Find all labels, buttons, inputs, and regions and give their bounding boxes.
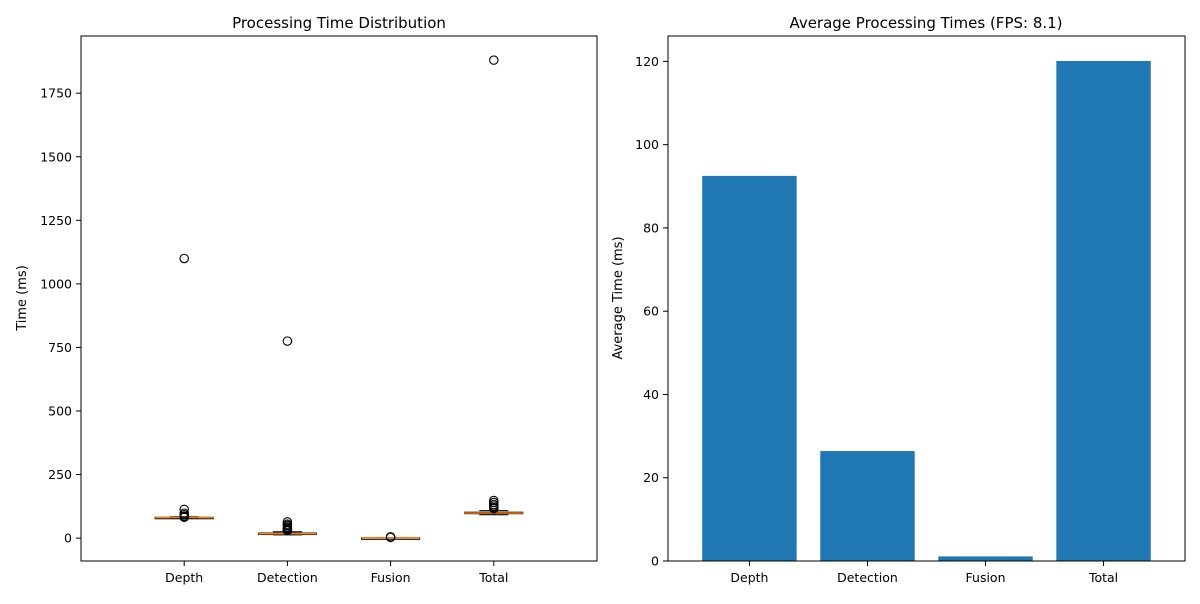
outlier-point xyxy=(282,336,293,346)
y-tick-label: 750 xyxy=(48,340,72,355)
x-tick-label: Detection xyxy=(837,570,898,585)
bar-fusion xyxy=(938,556,1033,561)
outlier-point xyxy=(179,253,189,264)
x-tick-label: Total xyxy=(478,570,508,585)
y-tick-label: 1000 xyxy=(40,276,72,291)
box-plot-marks: 0 250 500 750 1000 1250 1500 1750 Depth Detection… xyxy=(40,55,524,585)
y-tick-label: 1250 xyxy=(40,213,72,228)
y-tick-label: 500 xyxy=(48,404,72,419)
y-tick-label: 1750 xyxy=(40,86,72,101)
bar-chart-y-axis-label: Average Time (ms) xyxy=(611,236,626,359)
bar-total xyxy=(1056,60,1151,562)
outlier-point xyxy=(385,532,396,542)
outlier-point xyxy=(282,525,293,536)
outlier-point xyxy=(179,512,189,523)
y-tick-label: 120 xyxy=(635,54,659,69)
y-tick-label: 250 xyxy=(48,467,72,482)
bar-depth xyxy=(702,175,797,561)
y-tick-label: 100 xyxy=(635,137,659,152)
outlier-point xyxy=(489,503,499,514)
x-tick-label: Total xyxy=(1088,570,1118,585)
box-plot-title: Processing Time Distribution xyxy=(232,14,446,32)
y-tick-label: 80 xyxy=(643,220,659,235)
bar-detection xyxy=(820,451,915,561)
y-tick-label: 60 xyxy=(643,304,659,319)
y-tick-label: 0 xyxy=(651,554,659,569)
y-tick-label: 40 xyxy=(643,387,659,402)
outlier-point xyxy=(489,55,499,65)
bar-chart-panel: 0 20 40 60 80 100 120 Depth Detection Fusion Total… xyxy=(611,14,1186,585)
box-plot-frame xyxy=(80,35,598,562)
x-tick-label: Fusion xyxy=(371,570,411,585)
x-tick-label: Detection xyxy=(257,570,318,585)
y-tick-label: 1500 xyxy=(40,149,72,164)
x-tick-label: Depth xyxy=(165,570,203,585)
x-tick-label: Fusion xyxy=(966,570,1006,585)
box-plot-panel: 0 250 500 750 1000 1250 1500 1750 Depth Detection… xyxy=(15,14,598,585)
box-plot-y-axis-label: Time (ms) xyxy=(15,265,30,332)
bar-chart-title: Average Processing Times (FPS: 8.1) xyxy=(789,14,1062,32)
y-tick-label: 0 xyxy=(64,531,72,546)
bar-chart-frame xyxy=(667,35,1186,562)
bar-chart-marks: 0 20 40 60 80 100 120 Depth Detection Fusion Total xyxy=(635,54,1151,585)
y-tick-label: 20 xyxy=(643,470,659,485)
x-tick-label: Depth xyxy=(730,570,768,585)
